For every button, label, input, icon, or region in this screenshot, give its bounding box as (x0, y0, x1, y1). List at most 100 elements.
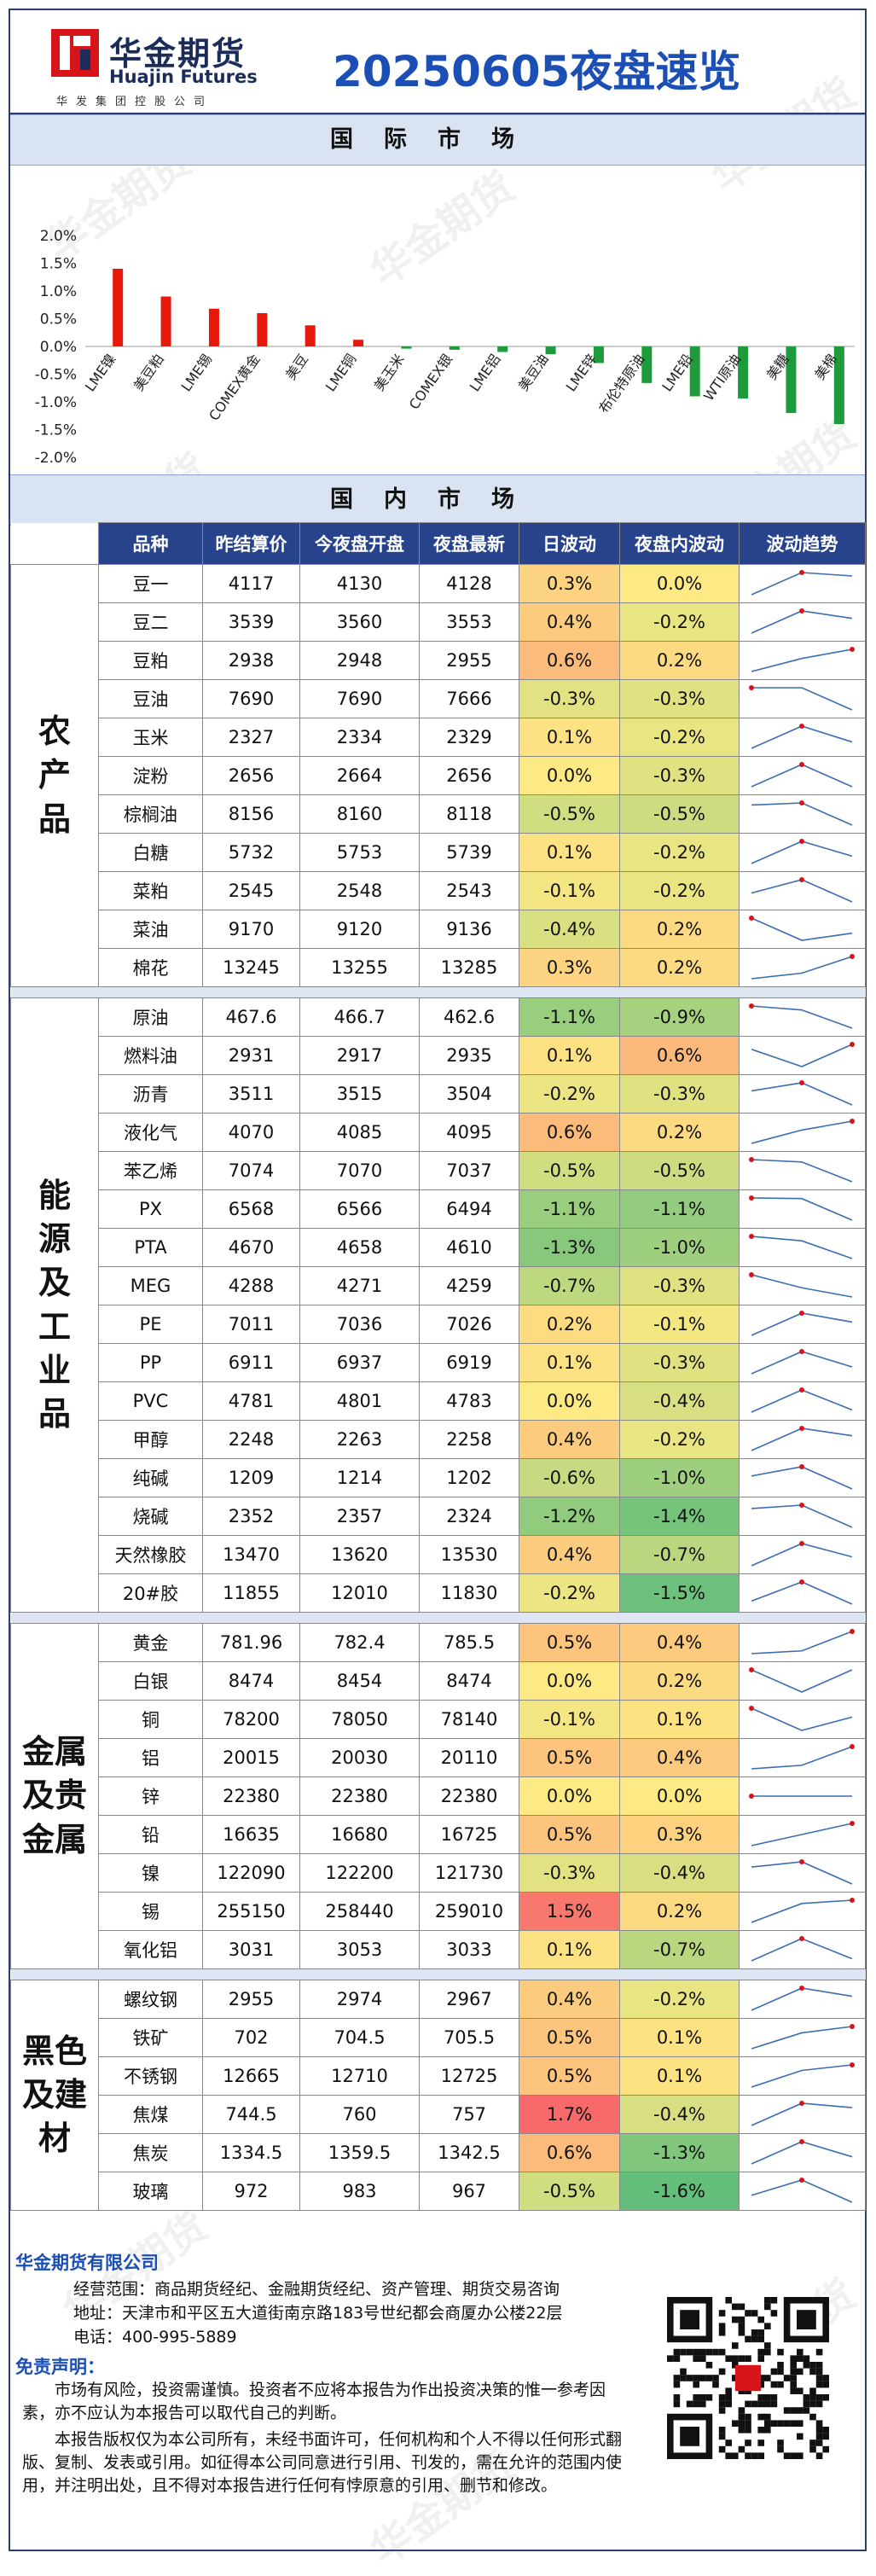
trend-high-point (749, 1195, 754, 1201)
qr-module (757, 2335, 764, 2343)
qr-module (718, 2400, 726, 2408)
qr-module (745, 2335, 751, 2343)
night-change: -1.0% (619, 1458, 740, 1497)
qr-module (764, 2400, 771, 2408)
prev-settle: 16635 (202, 1815, 300, 1854)
trend-line (751, 1543, 853, 1567)
qr-module (686, 2348, 693, 2356)
day-change: 0.0% (519, 1661, 620, 1701)
variety-name: 铁矿 (98, 2018, 203, 2057)
trend-high-point (799, 2178, 804, 2183)
night-last: 3553 (419, 602, 519, 642)
qr-module (815, 2400, 823, 2408)
night-open: 4271 (299, 1266, 420, 1305)
table-row: MEG 4288 4271 4259 -0.7% -0.3% (11, 1266, 866, 1305)
trend-cell (739, 641, 866, 680)
category-label: 黑色 及建材 (10, 1980, 99, 2211)
trend-high-point (799, 2139, 804, 2144)
day-change: -0.4% (519, 910, 620, 949)
night-change: 0.1% (619, 2056, 740, 2096)
trend-cell (739, 1853, 866, 1893)
night-change: 0.2% (619, 1892, 740, 1931)
day-change: 0.1% (519, 1343, 620, 1382)
table-row: 能源及工业品原油 467.6 466.7 462.6 -1.1% -0.9% (10, 997, 866, 1613)
qr-module (673, 2400, 681, 2408)
qr-module (732, 2362, 739, 2369)
qr-module (777, 2348, 784, 2356)
table-row: 菜粕 2545 2548 2543 -0.1% -0.2% (11, 871, 866, 910)
qr-module (693, 2375, 699, 2381)
trend-cell (739, 602, 866, 642)
day-change: 1.7% (519, 2095, 620, 2134)
night-change: 0.6% (619, 1036, 740, 1075)
table-row: 菜油 9170 9120 9136 -0.4% 0.2% (11, 910, 866, 949)
day-change: 0.4% (519, 1420, 620, 1459)
prev-settle: 2352 (202, 1497, 300, 1536)
variety-name: 螺纹钢 (98, 1980, 203, 2019)
night-open: 4085 (299, 1113, 420, 1152)
trend-cell (739, 1113, 866, 1152)
night-last: 16725 (419, 1815, 519, 1854)
night-change: 0.2% (619, 948, 740, 987)
qr-module (745, 2355, 751, 2362)
qr-module (757, 2413, 764, 2421)
trend-line (751, 1823, 853, 1846)
day-change: 0.5% (519, 1623, 620, 1662)
prev-settle: 2938 (202, 641, 300, 680)
night-change: 0.2% (619, 1661, 740, 1701)
night-open: 5753 (299, 833, 420, 872)
variety-name: 菜粕 (98, 871, 203, 910)
qr-module (790, 2452, 797, 2459)
night-open: 2357 (299, 1497, 420, 1536)
qr-module (699, 2355, 706, 2362)
night-last: 2656 (419, 756, 519, 795)
qr-module (797, 2348, 803, 2356)
trend-high-point (749, 1706, 754, 1711)
bar-美豆油 (545, 346, 556, 355)
qr-module (699, 2348, 706, 2356)
night-change: -1.0% (619, 1228, 740, 1267)
variety-name: 焦炭 (98, 2133, 203, 2172)
variety-name: 玉米 (98, 718, 203, 757)
variety-name: 棕榈油 (98, 794, 203, 834)
table-row: 铝 20015 20030 20110 0.5% 0.4% (11, 1738, 866, 1777)
trend-cell (739, 1036, 866, 1075)
night-last: 1342.5 (419, 2133, 519, 2172)
day-change: -0.7% (519, 1266, 620, 1305)
trend-high-point (749, 916, 754, 921)
prev-settle: 3539 (202, 602, 300, 642)
trend-line (751, 1707, 853, 1731)
qr-module (770, 2420, 778, 2427)
trend-cell (739, 833, 866, 872)
variety-name: 豆二 (98, 602, 203, 642)
qr-center-logo (734, 2364, 762, 2392)
category-label-line: 品 (38, 1395, 71, 1433)
category-label: LME锌 (563, 351, 600, 394)
qr-module (815, 2433, 823, 2440)
prev-settle: 2248 (202, 1420, 300, 1459)
variety-name: 燃料油 (98, 1036, 203, 1075)
trend-sparkline (751, 1503, 853, 1528)
qr-module (764, 2420, 771, 2427)
prev-settle: 4670 (202, 1228, 300, 1267)
trend-cell (739, 1623, 866, 1662)
table-row: 锌 22380 22380 22380 0.0% 0.0% (11, 1776, 866, 1816)
qr-module (732, 2303, 739, 2311)
variety-name: 铝 (98, 1738, 203, 1777)
variety-name: 黄金 (98, 1623, 203, 1662)
y-tick-label: 0.0% (40, 339, 77, 356)
trend-cell (739, 1074, 866, 1114)
night-last: 4259 (419, 1266, 519, 1305)
qr-module (745, 2439, 751, 2446)
table-row: PP 6911 6937 6919 0.1% -0.3% (11, 1343, 866, 1382)
trend-sparkline (751, 800, 853, 826)
variety-name: 白糖 (98, 833, 203, 872)
trend-sparkline (751, 1986, 853, 2011)
night-last: 785.5 (419, 1623, 519, 1662)
bar-美棉 (833, 346, 844, 424)
qr-module (790, 2375, 797, 2381)
table-row: 白糖 5732 5753 5739 0.1% -0.2% (11, 833, 866, 872)
trend-sparkline (751, 839, 853, 864)
night-open: 782.4 (299, 1623, 420, 1662)
category-label-line: 及贵 (21, 1776, 87, 1815)
